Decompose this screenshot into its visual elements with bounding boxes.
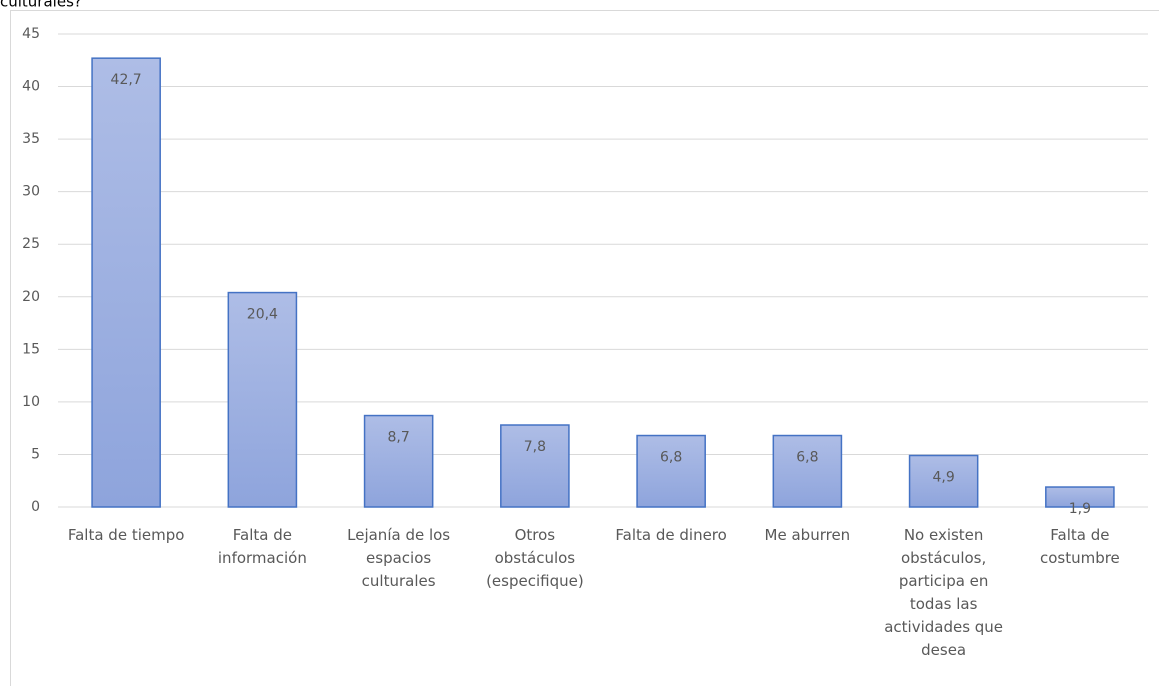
x-tick-label: Falta de tiempo [67,526,185,544]
data-label: 8,7 [387,430,409,446]
x-tick-label: Otros obstáculos (especifique) [486,526,584,590]
bar [636,434,706,508]
bar [363,414,434,508]
x-tick-label: Falta de dinero [615,526,727,544]
chart-border [10,10,1159,686]
x-tick-label: Falta de costumbre [1039,526,1120,567]
y-tick-label: 35 [22,131,40,147]
y-tick-label: 5 [31,446,40,462]
y-tick-label: 0 [31,499,40,515]
bar [1045,486,1115,508]
y-tick-label: 15 [22,341,40,357]
bar [91,57,161,508]
y-tick-label: 30 [22,184,40,200]
bar [500,424,570,508]
x-tick-label: Lejanía de los espacios culturales [347,526,451,590]
data-label: 7,8 [524,439,546,455]
y-tick-label: 40 [22,79,40,95]
y-tick-label: 20 [22,289,40,305]
data-label: 1,9 [1069,501,1091,517]
bar [908,454,979,508]
chart-title: culturales? [0,0,82,11]
x-tick-label: No existen obstáculos, participa en toda… [884,526,1004,659]
data-label: 42,7 [111,72,142,88]
bar [772,434,843,508]
data-label: 20,4 [247,307,278,323]
data-label: 4,9 [932,469,954,485]
y-tick-label: 25 [22,236,40,252]
y-tick-label: 10 [22,394,40,410]
data-label: 6,8 [660,450,682,466]
x-tick-label: Me aburren [764,526,851,544]
bar [227,291,298,508]
x-tick-label: Falta de información [217,526,307,567]
y-tick-label: 45 [22,26,40,42]
data-label: 6,8 [796,450,818,466]
